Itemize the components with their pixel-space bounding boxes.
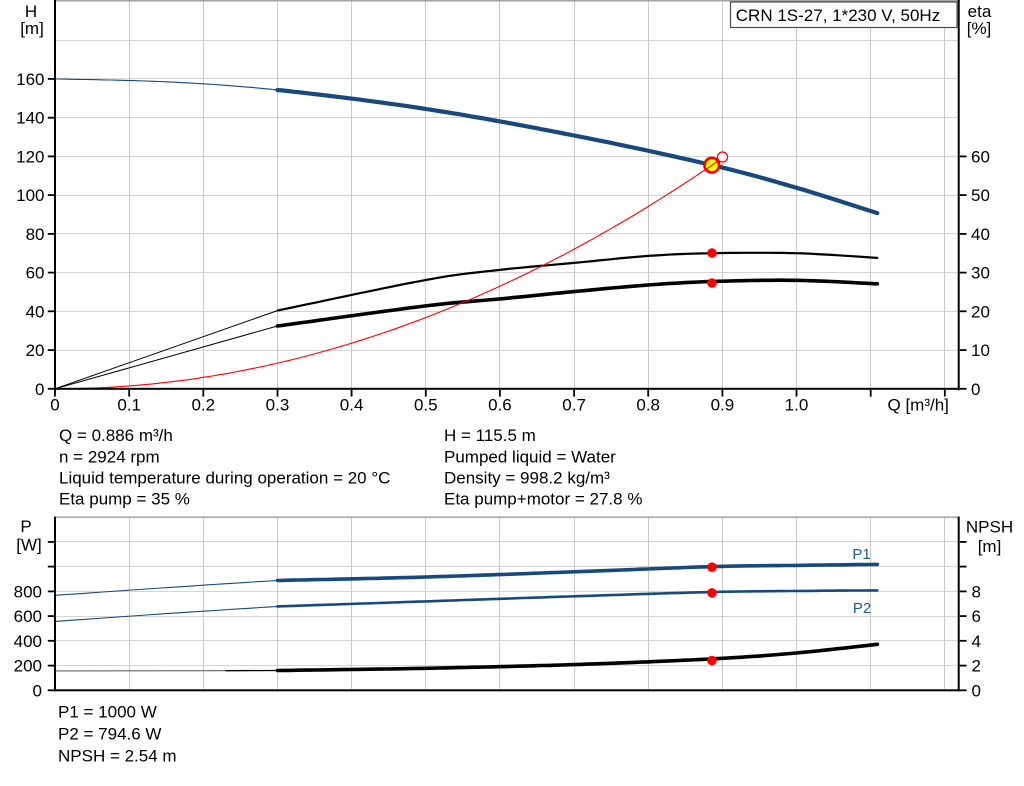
svg-text:6: 6 (972, 607, 981, 626)
svg-text:H: H (25, 2, 37, 21)
svg-text:P2: P2 (853, 600, 871, 617)
svg-text:100: 100 (16, 186, 44, 205)
svg-text:60: 60 (971, 147, 990, 166)
svg-text:P2 = 794.6 W: P2 = 794.6 W (58, 725, 161, 744)
svg-text:0: 0 (971, 380, 980, 399)
svg-text:Pumped liquid = Water: Pumped liquid = Water (444, 448, 616, 467)
svg-text:0: 0 (35, 380, 44, 399)
svg-text:20: 20 (26, 341, 45, 360)
svg-text:0.9: 0.9 (711, 395, 735, 414)
svg-text:NPSH = 2.54 m: NPSH = 2.54 m (58, 747, 177, 766)
svg-text:P1: P1 (852, 546, 870, 563)
svg-text:40: 40 (26, 302, 45, 321)
svg-text:[m]: [m] (20, 19, 44, 38)
svg-text:120: 120 (16, 147, 44, 166)
svg-text:2: 2 (972, 657, 981, 676)
svg-text:80: 80 (26, 225, 45, 244)
svg-text:Eta pump = 35 %: Eta pump = 35 % (59, 490, 190, 509)
svg-text:800: 800 (14, 582, 42, 601)
svg-text:0: 0 (972, 681, 981, 700)
svg-text:0.4: 0.4 (340, 395, 364, 414)
svg-text:50: 50 (971, 186, 990, 205)
svg-text:60: 60 (26, 264, 45, 283)
svg-text:[%]: [%] (967, 19, 992, 38)
svg-text:Eta pump+motor = 27.8 %: Eta pump+motor = 27.8 % (444, 490, 642, 509)
svg-text:P1 = 1000 W: P1 = 1000 W (58, 703, 157, 722)
svg-text:0.5: 0.5 (414, 395, 438, 414)
svg-text:CRN 1S-27, 1*230 V, 50Hz: CRN 1S-27, 1*230 V, 50Hz (736, 6, 940, 25)
svg-text:400: 400 (14, 632, 42, 651)
svg-text:Liquid temperature during oper: Liquid temperature during operation = 20… (59, 469, 390, 488)
svg-text:0.8: 0.8 (636, 395, 660, 414)
svg-text:0.2: 0.2 (191, 395, 215, 414)
svg-text:P: P (20, 517, 31, 536)
svg-text:0.1: 0.1 (117, 395, 141, 414)
svg-text:Q = 0.886 m³/h: Q = 0.886 m³/h (59, 426, 173, 445)
svg-text:[m]: [m] (978, 537, 1002, 556)
svg-text:10: 10 (971, 341, 990, 360)
svg-text:NPSH: NPSH (966, 518, 1013, 537)
svg-text:8: 8 (972, 582, 981, 601)
svg-text:140: 140 (16, 109, 44, 128)
svg-text:eta: eta (968, 2, 992, 21)
svg-text:160: 160 (16, 70, 44, 89)
svg-text:4: 4 (972, 632, 981, 651)
svg-text:[W]: [W] (16, 536, 42, 555)
svg-text:1.0: 1.0 (785, 395, 809, 414)
svg-text:0.6: 0.6 (488, 395, 512, 414)
svg-text:0: 0 (33, 681, 42, 700)
svg-text:200: 200 (14, 657, 42, 676)
svg-text:40: 40 (971, 225, 990, 244)
svg-text:0: 0 (50, 395, 59, 414)
svg-text:30: 30 (971, 264, 990, 283)
svg-text:n = 2924 rpm: n = 2924 rpm (59, 448, 160, 467)
svg-text:H = 115.5 m: H = 115.5 m (444, 426, 536, 445)
svg-text:20: 20 (971, 302, 990, 321)
svg-text:Density = 998.2 kg/m³: Density = 998.2 kg/m³ (444, 469, 610, 488)
svg-text:0.7: 0.7 (562, 395, 586, 414)
svg-text:Q [m³/h]: Q [m³/h] (888, 395, 949, 414)
svg-text:600: 600 (14, 607, 42, 626)
svg-text:0.3: 0.3 (266, 395, 290, 414)
